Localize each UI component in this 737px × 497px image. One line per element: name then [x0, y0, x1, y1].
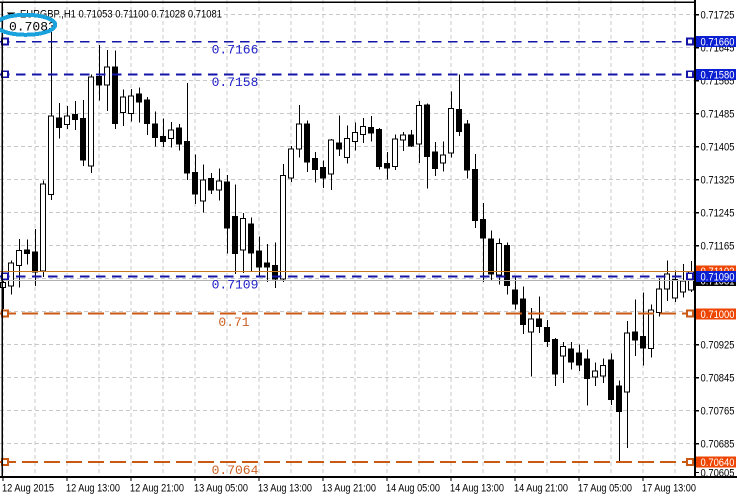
- svg-text:0.70765: 0.70765: [701, 406, 735, 418]
- svg-text:0.70685: 0.70685: [701, 439, 735, 451]
- svg-text:12 Aug 13:00: 12 Aug 13:00: [66, 483, 120, 495]
- svg-text:13 Aug 21:00: 13 Aug 21:00: [322, 483, 376, 495]
- svg-text:14 Aug 13:00: 14 Aug 13:00: [450, 483, 504, 495]
- svg-text:17 Aug 05:00: 17 Aug 05:00: [578, 483, 632, 495]
- svg-text:0.7109: 0.7109: [212, 277, 259, 292]
- svg-text:0.70605: 0.70605: [701, 468, 735, 480]
- svg-text:0.7166: 0.7166: [212, 43, 259, 58]
- svg-text:14 Aug 05:00: 14 Aug 05:00: [386, 483, 440, 495]
- svg-text:0.71580: 0.71580: [701, 69, 735, 81]
- svg-text:0.71000: 0.71000: [701, 309, 735, 321]
- svg-text:14 Aug 21:00: 14 Aug 21:00: [514, 483, 568, 495]
- svg-text:0.71: 0.71: [218, 315, 249, 330]
- svg-text:0.71485: 0.71485: [701, 109, 735, 121]
- svg-text:12 Aug 2015: 12 Aug 2015: [2, 483, 54, 495]
- svg-text:0.71090: 0.71090: [701, 271, 735, 283]
- svg-text:EURGBP.,H1 0.71053 0.71100 0.: EURGBP.,H1 0.71053 0.71100 0.71028 0.710…: [20, 9, 222, 21]
- svg-text:0.71245: 0.71245: [701, 208, 735, 220]
- svg-text:17 Aug 13:00: 17 Aug 13:00: [642, 483, 696, 495]
- svg-text:0.71325: 0.71325: [701, 175, 735, 187]
- svg-text:13 Aug 05:00: 13 Aug 05:00: [194, 483, 248, 495]
- svg-text:0.71405: 0.71405: [701, 142, 735, 154]
- svg-text:0.71660: 0.71660: [701, 37, 735, 49]
- svg-text:0.71165: 0.71165: [701, 241, 735, 253]
- svg-text:12 Aug 21:00: 12 Aug 21:00: [130, 483, 184, 495]
- svg-text:0.70640: 0.70640: [701, 457, 735, 469]
- svg-text:0.71725: 0.71725: [701, 10, 735, 22]
- svg-text:0.70925: 0.70925: [701, 340, 735, 352]
- svg-text:13 Aug 13:00: 13 Aug 13:00: [258, 483, 312, 495]
- svg-text:0.70845: 0.70845: [701, 373, 735, 385]
- svg-text:0.7064: 0.7064: [212, 463, 259, 478]
- svg-text:0.7158: 0.7158: [212, 75, 259, 90]
